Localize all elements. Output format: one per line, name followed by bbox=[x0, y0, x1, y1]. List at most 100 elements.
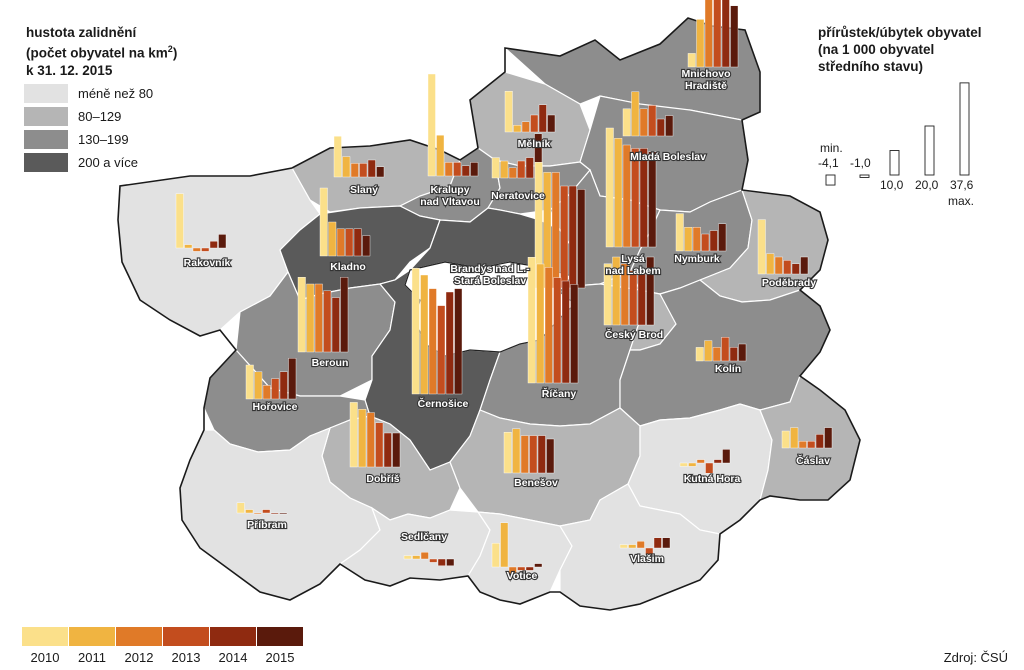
growth-bar bbox=[340, 277, 349, 353]
growth-bar bbox=[688, 462, 697, 467]
growth-bar bbox=[713, 0, 722, 68]
district-label: Benešov bbox=[514, 477, 558, 489]
growth-bar bbox=[622, 108, 631, 137]
growth-bar bbox=[342, 156, 351, 178]
growth-value-label: 10,0 bbox=[880, 178, 904, 192]
growth-bar bbox=[653, 537, 662, 549]
density-swatch bbox=[24, 84, 68, 103]
year-label: 2015 bbox=[265, 650, 295, 665]
growth-bar bbox=[639, 148, 648, 248]
growth-bar bbox=[500, 522, 509, 568]
density-swatch bbox=[24, 107, 68, 126]
year-swatch bbox=[22, 627, 68, 646]
growth-bar bbox=[537, 435, 546, 474]
growth-bar bbox=[704, 340, 713, 362]
growth-bar bbox=[631, 91, 640, 137]
growth-bar bbox=[646, 256, 655, 326]
growth-bar bbox=[336, 228, 345, 257]
growth-bar bbox=[551, 172, 560, 289]
growth-bar bbox=[636, 541, 645, 549]
district-label: Hořovice bbox=[253, 401, 298, 413]
growth-bar bbox=[403, 555, 412, 560]
growth-bar bbox=[521, 121, 530, 133]
district-label: Příbram bbox=[247, 519, 287, 531]
growth-bar bbox=[553, 277, 562, 384]
growth-bar bbox=[790, 427, 799, 449]
growth-bar bbox=[546, 438, 555, 474]
growth-bar bbox=[544, 267, 553, 384]
year-legend-item: 2012 bbox=[116, 627, 162, 665]
growth-bar bbox=[446, 558, 455, 567]
growth-bar bbox=[791, 263, 800, 275]
growth-bar bbox=[297, 277, 306, 353]
growth-bar bbox=[783, 260, 792, 275]
year-label: 2014 bbox=[218, 650, 248, 665]
growth-bar bbox=[192, 247, 201, 252]
growth-bar bbox=[454, 288, 463, 395]
growth-bar bbox=[800, 256, 809, 275]
growth-bar bbox=[270, 512, 279, 515]
growth-bar bbox=[525, 157, 534, 179]
growth-bar bbox=[718, 223, 727, 252]
growth-bar bbox=[629, 270, 638, 326]
district-label: Brandýs nad L.- bbox=[450, 263, 530, 275]
growth-bar bbox=[696, 19, 705, 68]
district-label: nad Labem bbox=[605, 265, 660, 277]
growth-bar bbox=[815, 434, 824, 449]
growth-bar bbox=[530, 114, 539, 133]
growth-bar bbox=[622, 144, 631, 248]
growth-bar bbox=[254, 371, 263, 400]
growth-bar bbox=[721, 0, 730, 68]
growth-bar bbox=[437, 558, 446, 567]
growth-value-label: -4,1 bbox=[818, 156, 839, 170]
growth-bar bbox=[648, 151, 657, 248]
district-label: Nymburk bbox=[674, 253, 720, 265]
growth-scale-bars bbox=[825, 82, 970, 186]
growth-bar bbox=[721, 337, 730, 362]
growth-bar bbox=[534, 563, 543, 568]
growth-bar bbox=[366, 412, 375, 468]
district-label: Kutná Hora bbox=[684, 473, 741, 485]
growth-bar bbox=[656, 118, 665, 137]
growth-bar bbox=[538, 104, 547, 133]
growth-bar bbox=[687, 53, 696, 68]
scale-bar bbox=[924, 125, 935, 176]
district-label: Neratovice bbox=[491, 190, 545, 202]
growth-bar bbox=[353, 228, 362, 257]
growth-bar bbox=[262, 509, 271, 514]
scale-bar bbox=[889, 150, 900, 176]
district-label: Mladá Boleslav bbox=[630, 151, 706, 163]
growth-bar bbox=[306, 283, 315, 353]
district-label: Kolín bbox=[715, 363, 741, 375]
district-label: Mnichovo bbox=[682, 68, 731, 80]
growth-bar bbox=[262, 385, 271, 400]
year-legend-item: 2010 bbox=[22, 627, 68, 665]
growth-bar bbox=[766, 253, 775, 275]
growth-bar bbox=[675, 213, 684, 252]
growth-bar bbox=[709, 230, 718, 252]
scale-bar bbox=[859, 174, 870, 178]
growth-bar bbox=[701, 233, 710, 252]
growth-bar bbox=[412, 555, 421, 560]
growth-bar bbox=[428, 288, 437, 395]
density-legend-item: 80–129 bbox=[24, 107, 121, 126]
growth-bar bbox=[645, 547, 654, 556]
growth-bar bbox=[319, 187, 328, 257]
growth-bar bbox=[529, 435, 538, 474]
density-legend-item: 130–199 bbox=[24, 130, 129, 149]
year-swatch bbox=[257, 627, 303, 646]
growth-bar bbox=[568, 185, 577, 289]
growth-bar bbox=[520, 435, 529, 474]
growth-min-label: min. bbox=[820, 141, 843, 155]
growth-value-label: 20,0 bbox=[915, 178, 939, 192]
year-label: 2011 bbox=[78, 650, 106, 665]
growth-bar bbox=[774, 256, 783, 275]
growth-bar bbox=[427, 73, 436, 177]
growth-bar bbox=[513, 124, 522, 133]
year-label: 2012 bbox=[124, 650, 154, 665]
growth-bar bbox=[628, 544, 637, 549]
year-swatch bbox=[116, 627, 162, 646]
density-title-line3: k 31. 12. 2015 bbox=[26, 62, 113, 78]
growth-bar bbox=[470, 162, 479, 177]
